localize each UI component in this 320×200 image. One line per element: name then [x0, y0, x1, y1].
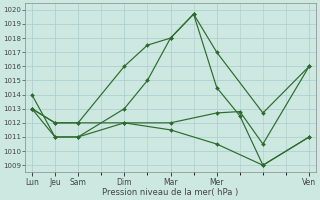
- X-axis label: Pression niveau de la mer( hPa ): Pression niveau de la mer( hPa ): [102, 188, 239, 197]
